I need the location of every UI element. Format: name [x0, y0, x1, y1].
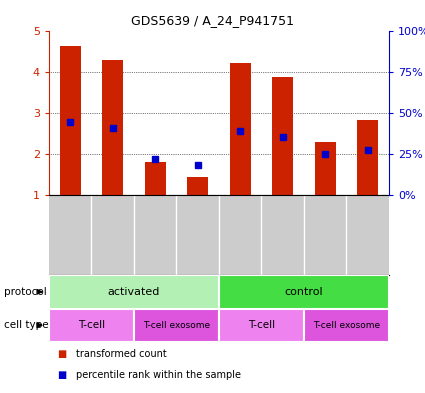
- Text: ■: ■: [57, 370, 67, 380]
- Bar: [134, 309, 219, 342]
- Text: T-cell exosome: T-cell exosome: [143, 321, 210, 330]
- Bar: [219, 309, 304, 342]
- Bar: [60, 46, 81, 195]
- Bar: [272, 77, 293, 195]
- Bar: [314, 141, 336, 195]
- Bar: [357, 120, 378, 195]
- Bar: [219, 275, 389, 309]
- Bar: [49, 309, 134, 342]
- Text: protocol: protocol: [4, 287, 47, 297]
- Bar: [144, 162, 166, 195]
- Bar: [304, 309, 389, 342]
- Bar: [49, 275, 219, 309]
- Text: transformed count: transformed count: [76, 349, 167, 359]
- Text: GDS5639 / A_24_P941751: GDS5639 / A_24_P941751: [131, 14, 294, 27]
- Bar: [102, 60, 123, 195]
- Text: control: control: [285, 287, 323, 297]
- Bar: [230, 63, 251, 195]
- Text: T-cell: T-cell: [78, 320, 105, 330]
- Bar: [187, 177, 208, 195]
- Text: T-cell: T-cell: [248, 320, 275, 330]
- Text: ■: ■: [57, 349, 67, 359]
- Text: cell type: cell type: [4, 320, 49, 330]
- Text: T-cell exosome: T-cell exosome: [313, 321, 380, 330]
- Text: activated: activated: [108, 287, 160, 297]
- Text: percentile rank within the sample: percentile rank within the sample: [76, 370, 241, 380]
